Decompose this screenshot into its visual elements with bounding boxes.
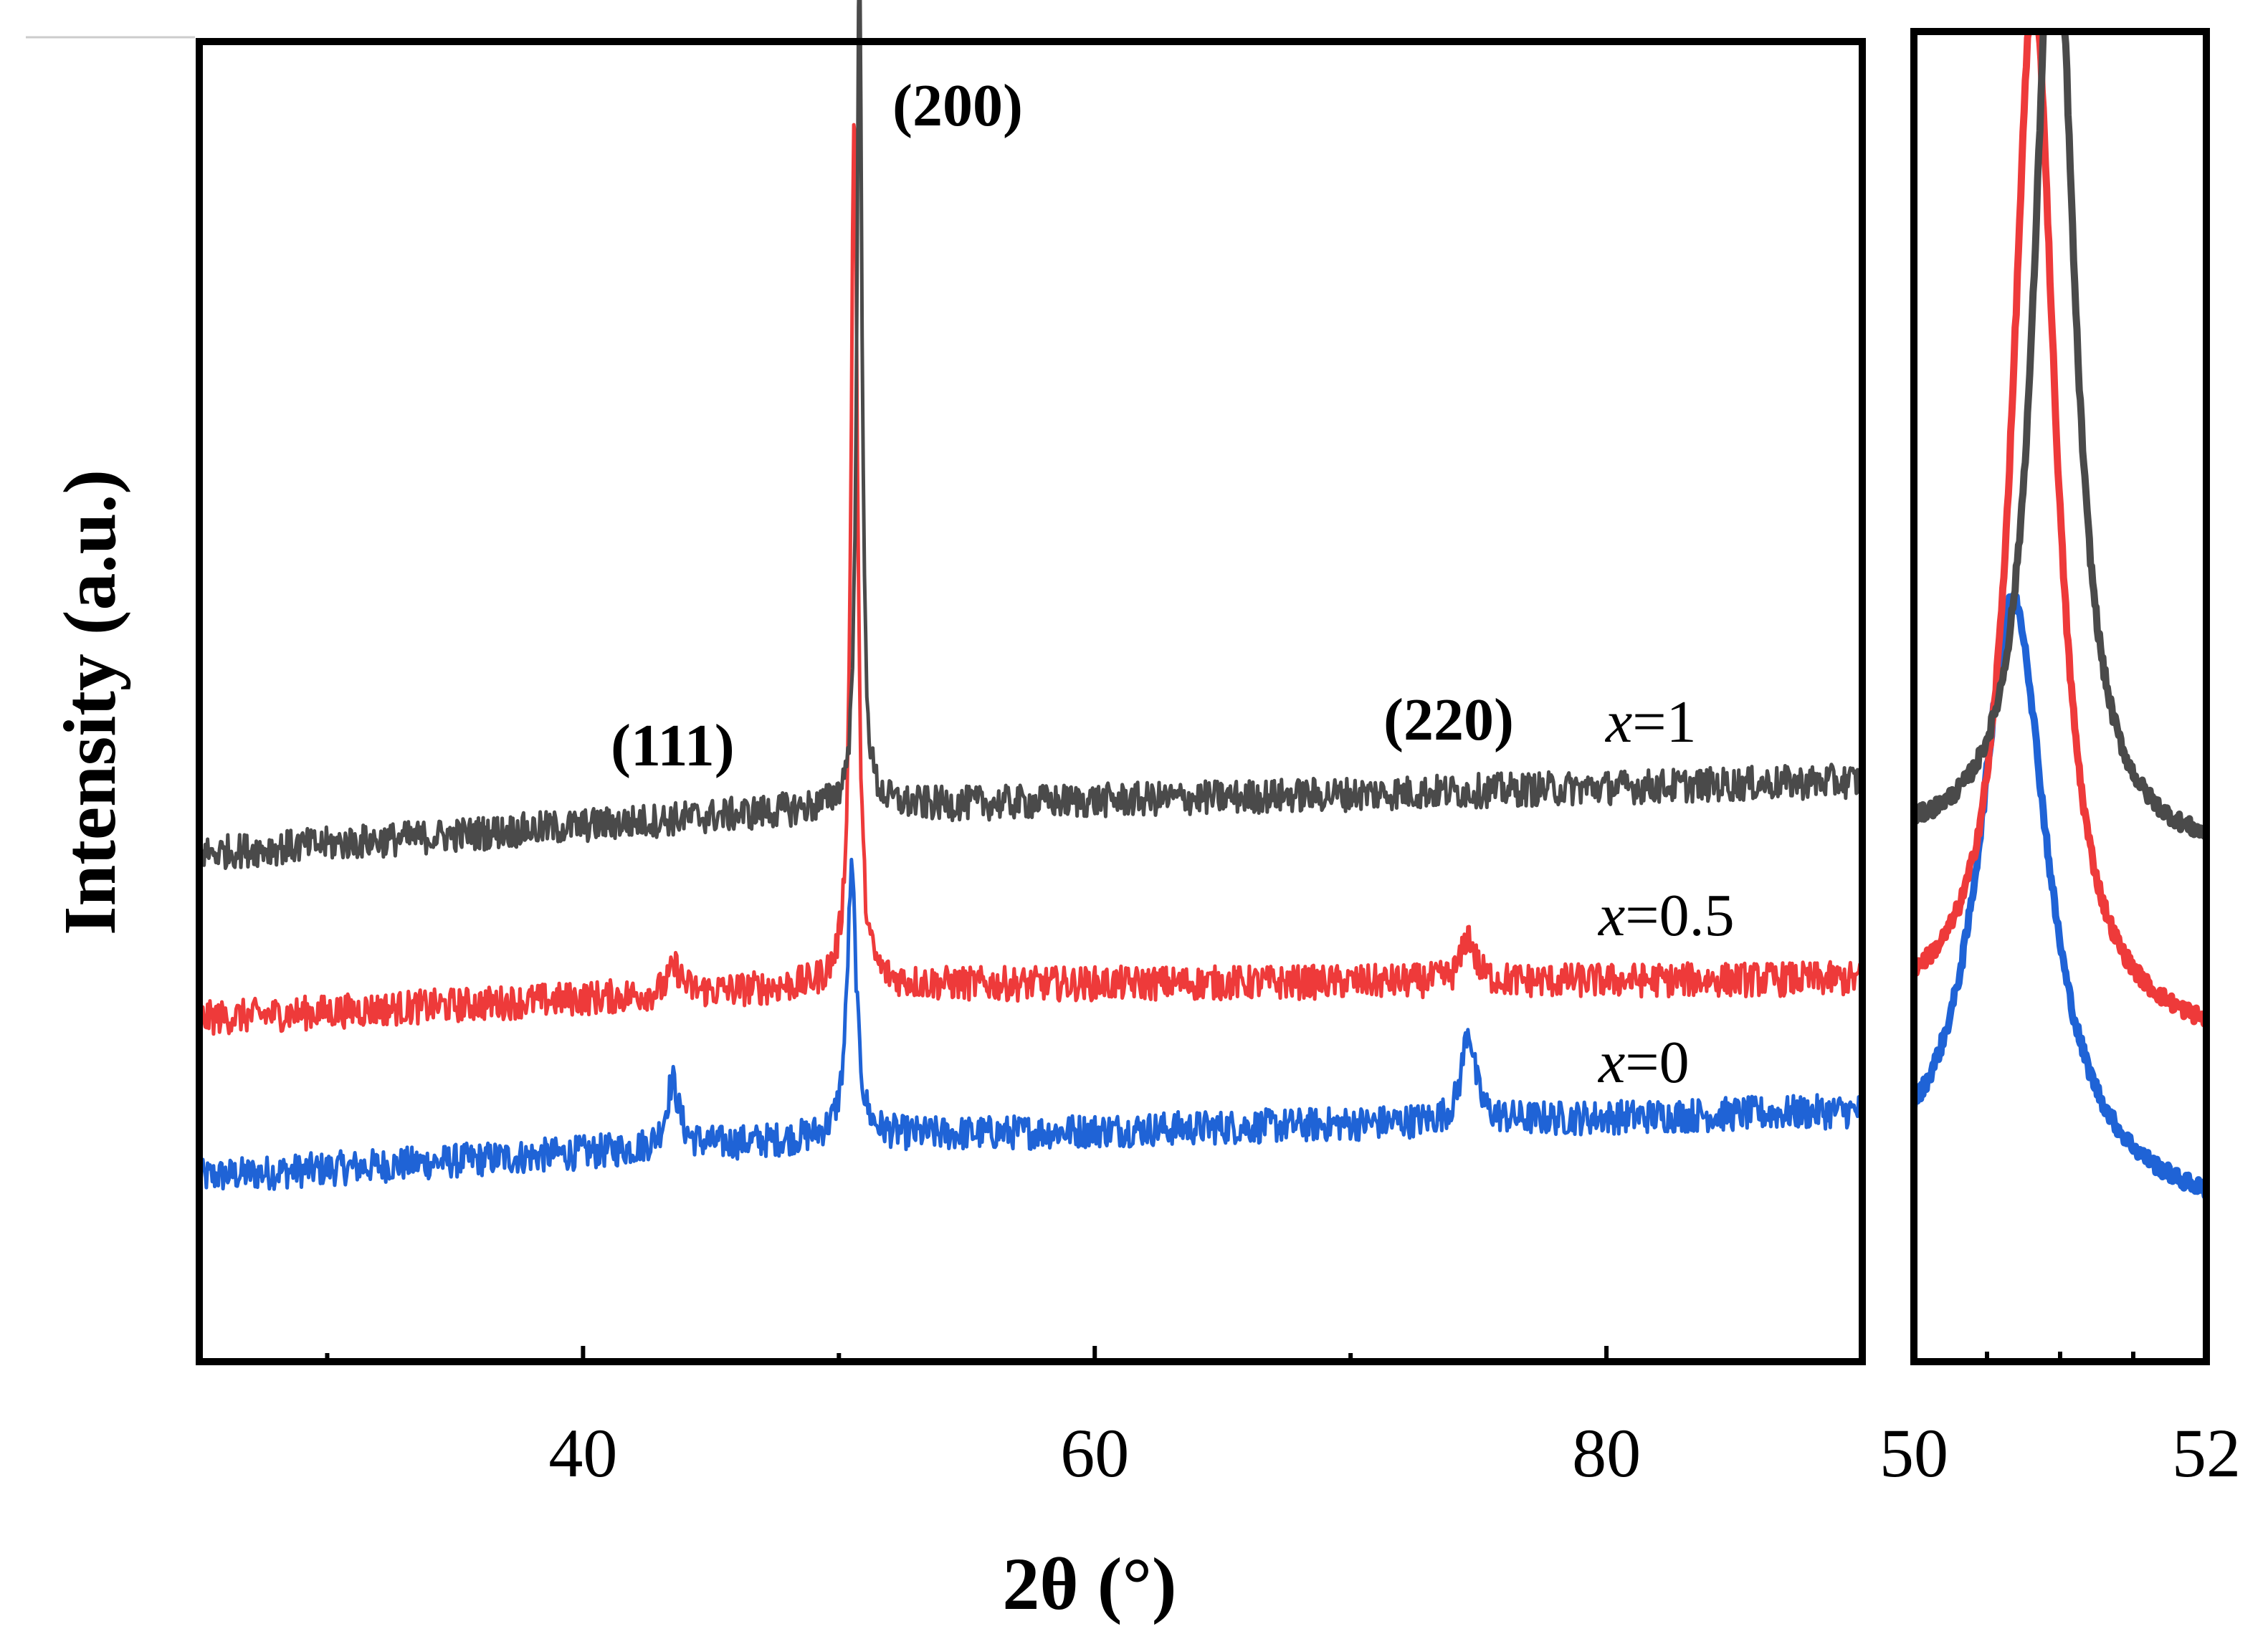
series-label-x05: x=0.5: [1597, 882, 1735, 949]
series-line-x1: [197, 0, 1864, 870]
inset-x-tick-label-50: 50: [1879, 1415, 1948, 1491]
inset-series-line-x1: [1910, 28, 2210, 840]
inset-x-tick-labels: 50 52: [1879, 1415, 2241, 1491]
series-label-x0: x=0: [1597, 1029, 1690, 1096]
main-x-tick-label-40: 40: [548, 1415, 617, 1491]
main-plot-panel: (111) (200) (220) x=1 x=0.5 x=0 40 60 80 I…: [49, 0, 1866, 1625]
peak-label-200: (200): [892, 72, 1023, 139]
series-label-x1: x=1: [1604, 689, 1697, 755]
inset-x-tick-label-52: 52: [2172, 1415, 2241, 1491]
main-plot-frame: [196, 38, 1866, 1365]
main-x-tick-label-80: 80: [1572, 1415, 1641, 1491]
series-line-x05: [197, 123, 1864, 1036]
series-line-x0: [197, 857, 1863, 1191]
peak-label-220: (220): [1383, 687, 1514, 753]
main-x-tick-label-60: 60: [1060, 1415, 1129, 1491]
y-axis-title: Intensity (a.u.): [49, 469, 131, 935]
inset-traces: [1910, 28, 2210, 1200]
inset-plot-panel: 50 52: [1879, 28, 2241, 1491]
inset-plot-frame: [1910, 28, 2210, 1365]
inset-series-line-x05: [1910, 28, 2210, 1028]
peak-label-111: (111): [611, 712, 735, 779]
x-axis-title: 2θ (°): [1002, 1543, 1176, 1625]
inset-series-line-x0: [1910, 592, 2209, 1200]
main-traces: [197, 0, 1864, 1191]
main-x-tick-labels: 40 60 80: [548, 1415, 1641, 1491]
